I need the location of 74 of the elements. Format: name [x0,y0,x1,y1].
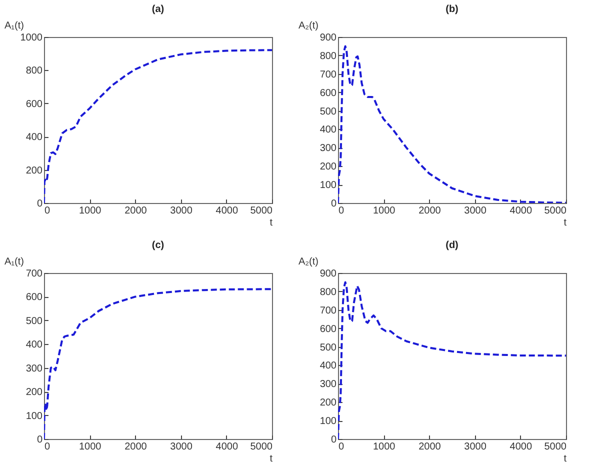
x-tick-label: 2000 [418,442,442,452]
y-tick-label: 0 [330,434,337,446]
x-tick-label: 5000 [250,206,273,216]
x-tick-label: 1000 [78,442,102,452]
x-axis-title: t [564,454,567,464]
y-tick-label: 100 [320,180,337,192]
y-axis-title: A₂(t) [298,256,318,268]
y-tick-label: 700 [320,69,337,80]
x-tick-label: 5000 [544,442,567,452]
line-series [338,281,566,439]
y-axis-title: A₁(t) [4,20,24,32]
x-tick-label: 1000 [372,206,396,216]
x-tick-label: 0 [338,442,344,452]
chart-title: (a) [152,4,164,15]
chart-title: (c) [152,240,164,251]
y-tick-label: 200 [26,387,43,398]
y-tick-label: 400 [320,360,337,372]
y-tick-label: 0 [330,198,337,210]
y-tick-label: 700 [26,268,43,280]
y-tick-label: 700 [320,305,337,316]
x-tick-label: 3000 [170,206,193,216]
y-tick-label: 900 [320,268,337,280]
y-tick-label: 100 [320,416,337,428]
x-tick-label: 4000 [216,206,238,216]
x-tick-label: 3000 [464,206,487,216]
x-tick-label: 3000 [464,442,487,452]
y-tick-label: 600 [320,324,337,335]
x-tick-label: 2000 [124,206,148,216]
y-tick-label: 800 [26,66,43,77]
x-tick-label: 1000 [78,206,102,216]
y-tick-label: 200 [26,165,43,176]
y-tick-label: 100 [26,410,43,422]
y-tick-label: 900 [320,32,337,44]
y-tick-label: 500 [320,342,337,354]
line-series [338,45,566,203]
y-tick-label: 500 [320,106,337,118]
y-tick-label: 600 [26,98,43,110]
y-tick-label: 500 [26,316,43,327]
line-series [44,288,272,439]
x-tick-label: 0 [44,442,50,452]
y-tick-label: 300 [320,379,337,390]
y-tick-label: 200 [320,162,337,173]
y-tick-label: 0 [36,434,43,446]
chart-title: (b) [446,4,458,15]
y-tick-label: 300 [320,143,337,154]
y-tick-label: 800 [320,286,337,298]
y-tick-label: 300 [26,363,43,374]
x-tick-label: 3000 [170,442,193,452]
x-tick-label: 0 [44,206,50,216]
x-tick-label: 0 [338,206,344,216]
x-tick-label: 5000 [250,442,273,452]
y-tick-label: 400 [26,340,43,351]
y-tick-label: 800 [320,50,337,62]
x-tick-label: 4000 [510,206,532,216]
y-tick-label: 600 [26,292,43,304]
y-tick-label: 0 [36,198,43,210]
y-tick-label: 400 [320,124,337,136]
y-tick-label: 400 [26,132,43,144]
y-axis-title: A₁(t) [4,256,24,268]
y-axis-title: A₂(t) [298,20,318,32]
x-axis-title: t [270,454,273,464]
x-tick-label: 5000 [544,206,567,216]
x-axis-title: t [564,218,567,228]
line-series [44,49,272,203]
x-axis-title: t [270,218,273,228]
x-tick-label: 4000 [216,442,238,452]
chart-title: (d) [446,240,458,251]
x-tick-label: 1000 [372,442,396,452]
y-tick-label: 200 [320,398,337,409]
x-tick-label: 4000 [510,442,532,452]
x-tick-label: 2000 [418,206,442,216]
y-tick-label: 1000 [20,32,43,44]
x-tick-label: 2000 [124,442,148,452]
y-tick-label: 600 [320,88,337,99]
